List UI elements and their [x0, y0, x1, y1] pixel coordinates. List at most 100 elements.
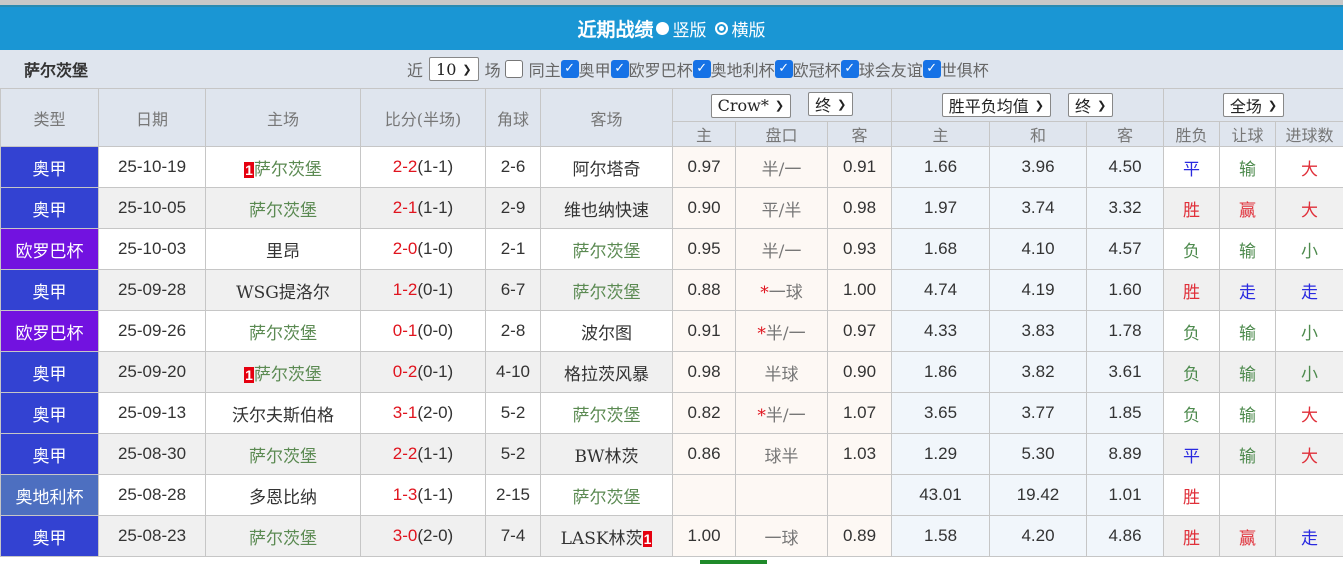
- radio-horizontal-label[interactable]: 横版: [731, 21, 766, 41]
- half-time-score: (2-0): [417, 403, 454, 422]
- match-result: 负: [1163, 310, 1221, 352]
- filter-bar: 萨尔茨堡 近 10 ❯ 场 同主 ✓ 奥甲 ✓ 欧罗巴杯 ✓ 奥地利杯 ✓ 欧冠杯 ✓ 球会友谊 ✓ 世…: [0, 50, 1343, 88]
- league-type[interactable]: 奥甲: [0, 433, 99, 475]
- league-checkbox[interactable]: ✓: [774, 60, 793, 78]
- table-row: 奥甲 25-08-30 萨尔茨堡 2-2(1-1) 5-2 BW林茨 0.86 球半 1.03 1…: [0, 433, 1343, 475]
- league-checkbox[interactable]: ✓: [610, 60, 629, 78]
- chevron-down-icon: ❯: [462, 62, 472, 76]
- team-name[interactable]: WSG提洛尔: [236, 282, 330, 303]
- subcol-header: 盘口: [735, 121, 828, 147]
- league-type[interactable]: 奥甲: [0, 187, 99, 229]
- league-checkbox[interactable]: ✓: [692, 60, 711, 78]
- away-team: LASK林茨1: [540, 515, 673, 557]
- score: 1-3(1-1): [360, 474, 486, 516]
- match-result: 胜: [1163, 187, 1221, 229]
- league-type[interactable]: 奥甲: [0, 392, 99, 434]
- match-date: 25-09-28: [98, 269, 206, 311]
- eu-home-odds: 4.33: [891, 310, 990, 352]
- score: 2-0(1-0): [360, 228, 486, 270]
- same-home-checkbox[interactable]: [504, 60, 523, 78]
- away-team: 萨尔茨堡: [540, 269, 673, 311]
- table-row: 奥甲 25-09-28 WSG提洛尔 1-2(0-1) 6-7 萨尔茨堡 0.88 *一球 1.…: [0, 269, 1343, 311]
- score: 2-2(1-1): [360, 433, 486, 475]
- half-time-score: (1-1): [417, 444, 454, 463]
- eu-company-select[interactable]: 胜平负均值 ❯: [941, 93, 1051, 117]
- team-name[interactable]: 萨尔茨堡: [249, 200, 317, 221]
- eu-draw-odds: 5.30: [989, 433, 1087, 475]
- ah-stage-select[interactable]: 终 ❯: [808, 92, 854, 117]
- away-team: BW林茨: [540, 433, 673, 475]
- radio-vertical-label[interactable]: 竖版: [672, 21, 707, 41]
- league-checkbox[interactable]: ✓: [560, 60, 579, 78]
- team-name[interactable]: 萨尔茨堡: [572, 241, 641, 262]
- recent-prefix: 近: [407, 61, 424, 80]
- team-name[interactable]: 维也纳快速: [564, 200, 649, 221]
- team-name[interactable]: BW林茨: [574, 446, 639, 467]
- match-date: 25-09-26: [98, 310, 206, 352]
- eu-home-odds: 43.01: [891, 474, 990, 516]
- scroll-indicator[interactable]: [700, 560, 767, 564]
- team-name[interactable]: 里昂: [266, 241, 300, 262]
- ah-line: 半/一: [735, 146, 828, 188]
- away-favorite-marker: *: [757, 323, 766, 344]
- league-checkbox[interactable]: ✓: [922, 60, 941, 78]
- radio-vertical[interactable]: [655, 22, 669, 35]
- eu-home-odds: 1.29: [891, 433, 990, 475]
- away-team: 维也纳快速: [540, 187, 673, 229]
- team-name[interactable]: 格拉茨风暴: [564, 364, 649, 385]
- ah-away-odds: 0.91: [827, 146, 892, 188]
- match-result: 胜: [1163, 269, 1221, 311]
- team-name[interactable]: 萨尔茨堡: [249, 528, 317, 549]
- ah-home-odds: 0.98: [672, 351, 736, 393]
- team-name[interactable]: LASK林茨: [560, 528, 643, 549]
- team-name[interactable]: 萨尔茨堡: [253, 364, 322, 385]
- score: 0-1(0-0): [360, 310, 486, 352]
- league-type[interactable]: 奥甲: [0, 146, 99, 188]
- radio-horizontal[interactable]: [714, 22, 728, 35]
- eu-stage-select[interactable]: 终 ❯: [1068, 93, 1114, 117]
- team-name[interactable]: 萨尔茨堡: [572, 405, 641, 426]
- ah-company-select[interactable]: Crow* ❯: [710, 93, 792, 118]
- ah-line: 半球: [735, 351, 828, 393]
- team-name[interactable]: 萨尔茨堡: [253, 159, 322, 180]
- league-type[interactable]: 奥甲: [0, 515, 99, 557]
- ah-stage-value: 终: [815, 96, 832, 116]
- score: 3-0(2-0): [360, 515, 486, 557]
- eu-away-odds: 3.61: [1085, 351, 1165, 393]
- full-time-score: 2-2: [392, 157, 418, 176]
- team-name[interactable]: 萨尔茨堡: [249, 446, 317, 467]
- col-home: 主场: [205, 88, 361, 147]
- recent-count-select[interactable]: 10 ❯: [429, 57, 479, 81]
- eu-away-odds: 1.78: [1085, 310, 1165, 352]
- period-select[interactable]: 全场 ❯: [1222, 93, 1285, 117]
- eu-away-odds: 8.89: [1085, 433, 1165, 475]
- league-type[interactable]: 奥甲: [0, 351, 99, 393]
- league-checkbox[interactable]: ✓: [840, 60, 859, 78]
- team-name[interactable]: 萨尔茨堡: [572, 487, 641, 508]
- full-time-score: 0-2: [392, 362, 418, 381]
- team-name[interactable]: 波尔图: [581, 323, 632, 344]
- handicap-result: 输: [1219, 146, 1277, 188]
- team-name[interactable]: 多恩比纳: [249, 487, 317, 508]
- full-time-score: 2-0: [392, 239, 418, 258]
- handicap-result: 输: [1219, 310, 1277, 352]
- team-name[interactable]: 阿尔塔奇: [572, 159, 641, 180]
- ah-line: *半/一: [735, 310, 828, 352]
- table-row: 奥甲 25-09-13 沃尔夫斯伯格 3-1(2-0) 5-2 萨尔茨堡 0.82 *半/一 1…: [0, 392, 1343, 434]
- league-type[interactable]: 欧罗巴杯: [0, 310, 99, 352]
- league-label: 奥地利杯: [710, 61, 775, 80]
- same-home-label: 同主: [528, 61, 561, 80]
- ah-home-odds: 0.97: [672, 146, 736, 188]
- team-name[interactable]: 萨尔茨堡: [249, 323, 317, 344]
- half-time-score: (1-1): [417, 198, 454, 217]
- section-title: 近期战绩: [577, 19, 654, 41]
- league-type[interactable]: 欧罗巴杯: [0, 228, 99, 270]
- team-name[interactable]: 萨尔茨堡: [572, 282, 641, 303]
- away-team: 萨尔茨堡: [540, 392, 673, 434]
- league-type[interactable]: 奥甲: [0, 269, 99, 311]
- league-type[interactable]: 奥地利杯: [0, 474, 99, 516]
- home-team: 萨尔茨堡: [205, 187, 361, 229]
- team-name[interactable]: 沃尔夫斯伯格: [232, 405, 334, 426]
- col-type: 类型: [0, 88, 99, 147]
- league-label: 奥甲: [578, 61, 611, 80]
